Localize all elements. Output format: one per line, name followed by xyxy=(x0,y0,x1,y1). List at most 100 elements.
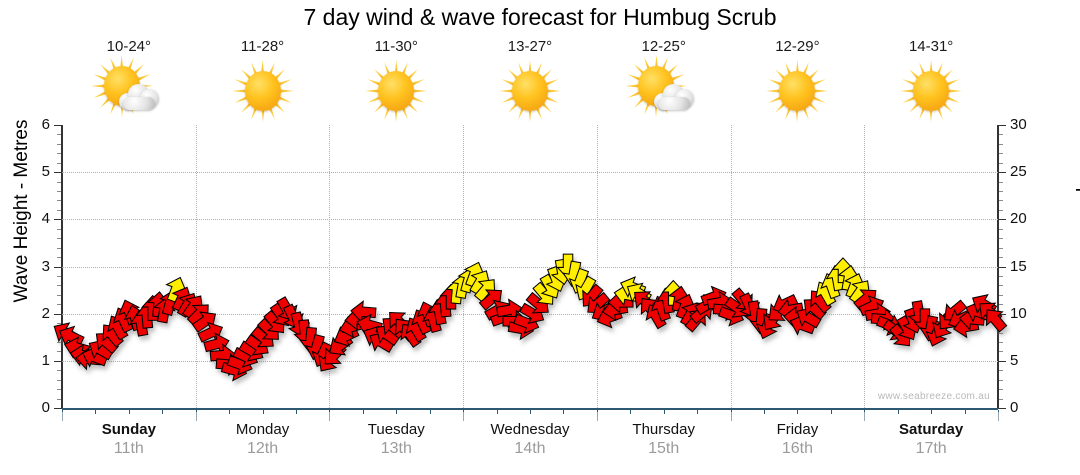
y-axis-right-tick-minor xyxy=(999,275,1003,277)
y-axis-left-tick-label: 6 xyxy=(41,116,50,133)
day-header-saturday: 14-31° xyxy=(864,38,998,128)
y-axis-right-tick-label: 0 xyxy=(1010,399,1019,416)
y-axis-right-tick-label: 25 xyxy=(1010,163,1027,181)
y-axis-right-tick-minor xyxy=(999,238,1003,240)
y-axis-right-tick-major xyxy=(999,172,1006,174)
day-date: 15th xyxy=(648,440,680,457)
x-axis-tick xyxy=(496,410,498,414)
day-header-tuesday: 11-30° xyxy=(329,38,463,128)
x-axis-tick xyxy=(964,410,966,414)
y-axis-right-tick-minor xyxy=(999,153,1003,155)
sun-icon xyxy=(360,60,432,122)
y-axis-right-tick-minor xyxy=(999,351,1003,353)
day-footer-tuesday[interactable]: Tuesday 13th xyxy=(329,420,463,459)
y-axis-left-tick-label: 2 xyxy=(41,304,50,322)
day-header-friday: 12-29° xyxy=(731,38,865,128)
y-axis-left-tick-major xyxy=(54,172,61,174)
sun-icon xyxy=(895,60,967,122)
gridline-day-separator xyxy=(195,125,197,408)
y-axis-right-tick-minor xyxy=(999,398,1003,400)
y-axis-left-tick-major xyxy=(54,219,61,221)
x-axis-tick xyxy=(95,410,97,414)
day-boundary-marker xyxy=(329,412,331,421)
y-axis-right-tick-label: 15 xyxy=(1010,257,1027,275)
y-axis-right-tick-major xyxy=(999,219,1006,221)
y-axis-left-tick-minor xyxy=(57,257,61,259)
y-axis-left-tick-minor xyxy=(57,304,61,306)
day-footer-monday[interactable]: Monday 12th xyxy=(196,420,330,459)
day-name: Tuesday xyxy=(367,421,425,438)
sun-behind-cloud-icon xyxy=(93,55,165,122)
y-axis-right-tick-label: 20 xyxy=(1010,210,1027,228)
day-date: 16th xyxy=(781,440,813,457)
y-axis-left-tick-minor xyxy=(57,351,61,353)
y-axis-left-tick-minor xyxy=(57,341,61,343)
y-axis-left-tick-minor xyxy=(57,370,61,372)
y-axis-left-tick-minor xyxy=(57,153,61,155)
temperature-range: 14-31° xyxy=(908,38,954,55)
y-axis-left-tick-minor xyxy=(57,247,61,249)
y-axis-right-tick-minor xyxy=(999,162,1003,164)
y-axis-left-tick-minor xyxy=(57,162,61,164)
y-axis-right-title: Wind Speed - Knots xyxy=(1075,126,1080,296)
day-boundary-marker xyxy=(463,412,465,421)
day-footer-sunday[interactable]: Sunday 11th xyxy=(62,420,196,459)
y-axis-right-tick-label: 10 xyxy=(1010,304,1027,322)
x-axis-tick xyxy=(830,410,832,414)
x-axis-tick xyxy=(229,410,231,414)
x-axis-tick xyxy=(697,410,699,414)
y-axis-right-tick-minor xyxy=(999,134,1003,136)
watermark: www.seabreeze.com.au xyxy=(877,391,990,402)
gridline-horizontal xyxy=(62,219,998,221)
y-axis-right-tick-major xyxy=(999,313,1006,315)
x-axis-tick xyxy=(429,410,431,414)
x-axis-line xyxy=(62,408,998,410)
day-name: Friday xyxy=(776,421,819,438)
temperature-range: 13-27° xyxy=(507,38,553,55)
y-axis-right-tick-minor xyxy=(999,200,1003,202)
day-footer-thursday[interactable]: Thursday 15th xyxy=(597,420,731,459)
y-axis-left-tick-minor xyxy=(57,285,61,287)
x-axis-tick xyxy=(530,410,531,414)
y-axis-right-tick-minor xyxy=(999,209,1003,211)
y-axis-left-tick-minor xyxy=(57,200,61,202)
y-axis-right-tick-minor xyxy=(999,257,1003,259)
day-header-thursday: 12-25° xyxy=(597,38,731,128)
day-boundary-marker xyxy=(998,412,999,421)
day-footer-saturday[interactable]: Saturday 17th xyxy=(864,420,998,459)
y-axis-right-tick-label: 5 xyxy=(1010,351,1019,369)
y-axis-right-tick-minor xyxy=(999,389,1003,391)
gridline-day-separator xyxy=(596,125,598,408)
x-axis-tick xyxy=(563,410,565,414)
y-axis-left-tick-minor xyxy=(57,275,61,277)
x-axis-tick xyxy=(128,410,130,414)
y-axis-right-tick-minor xyxy=(999,191,1003,193)
y-axis-left-tick-label: 3 xyxy=(41,257,50,275)
x-axis-tick xyxy=(262,410,264,414)
day-footer-wednesday[interactable]: Wednesday 14th xyxy=(463,420,597,459)
sun-behind-cloud-icon xyxy=(628,55,700,122)
x-axis-tick xyxy=(897,410,899,414)
day-footer-friday[interactable]: Friday 16th xyxy=(731,420,865,459)
y-axis-right-tick-minor xyxy=(999,247,1003,249)
cloud-shape xyxy=(118,84,159,110)
y-axis-right-tick-minor xyxy=(999,332,1003,334)
day-date: 11th xyxy=(113,440,144,457)
day-date: 13th xyxy=(380,440,412,457)
y-axis-right-tick-minor xyxy=(999,304,1003,306)
y-axis-right-tick-minor xyxy=(999,294,1003,296)
x-axis-tick xyxy=(663,410,665,414)
day-name: Saturday xyxy=(899,421,964,438)
y-axis-left-tick-minor xyxy=(57,238,61,240)
temperature-range: 12-29° xyxy=(775,38,820,55)
sun-icon xyxy=(761,60,833,122)
y-axis-left-tick-minor xyxy=(57,191,61,193)
x-axis-tick xyxy=(931,410,933,414)
y-axis-left-tick-major xyxy=(54,266,61,268)
y-axis-left-tick-major xyxy=(54,313,61,315)
y-axis-left-tick-minor xyxy=(57,143,61,145)
day-boundary-marker xyxy=(864,412,866,421)
y-axis-right-spine xyxy=(997,125,999,409)
wind-arrow xyxy=(985,309,1008,333)
x-axis-tick xyxy=(396,410,398,414)
